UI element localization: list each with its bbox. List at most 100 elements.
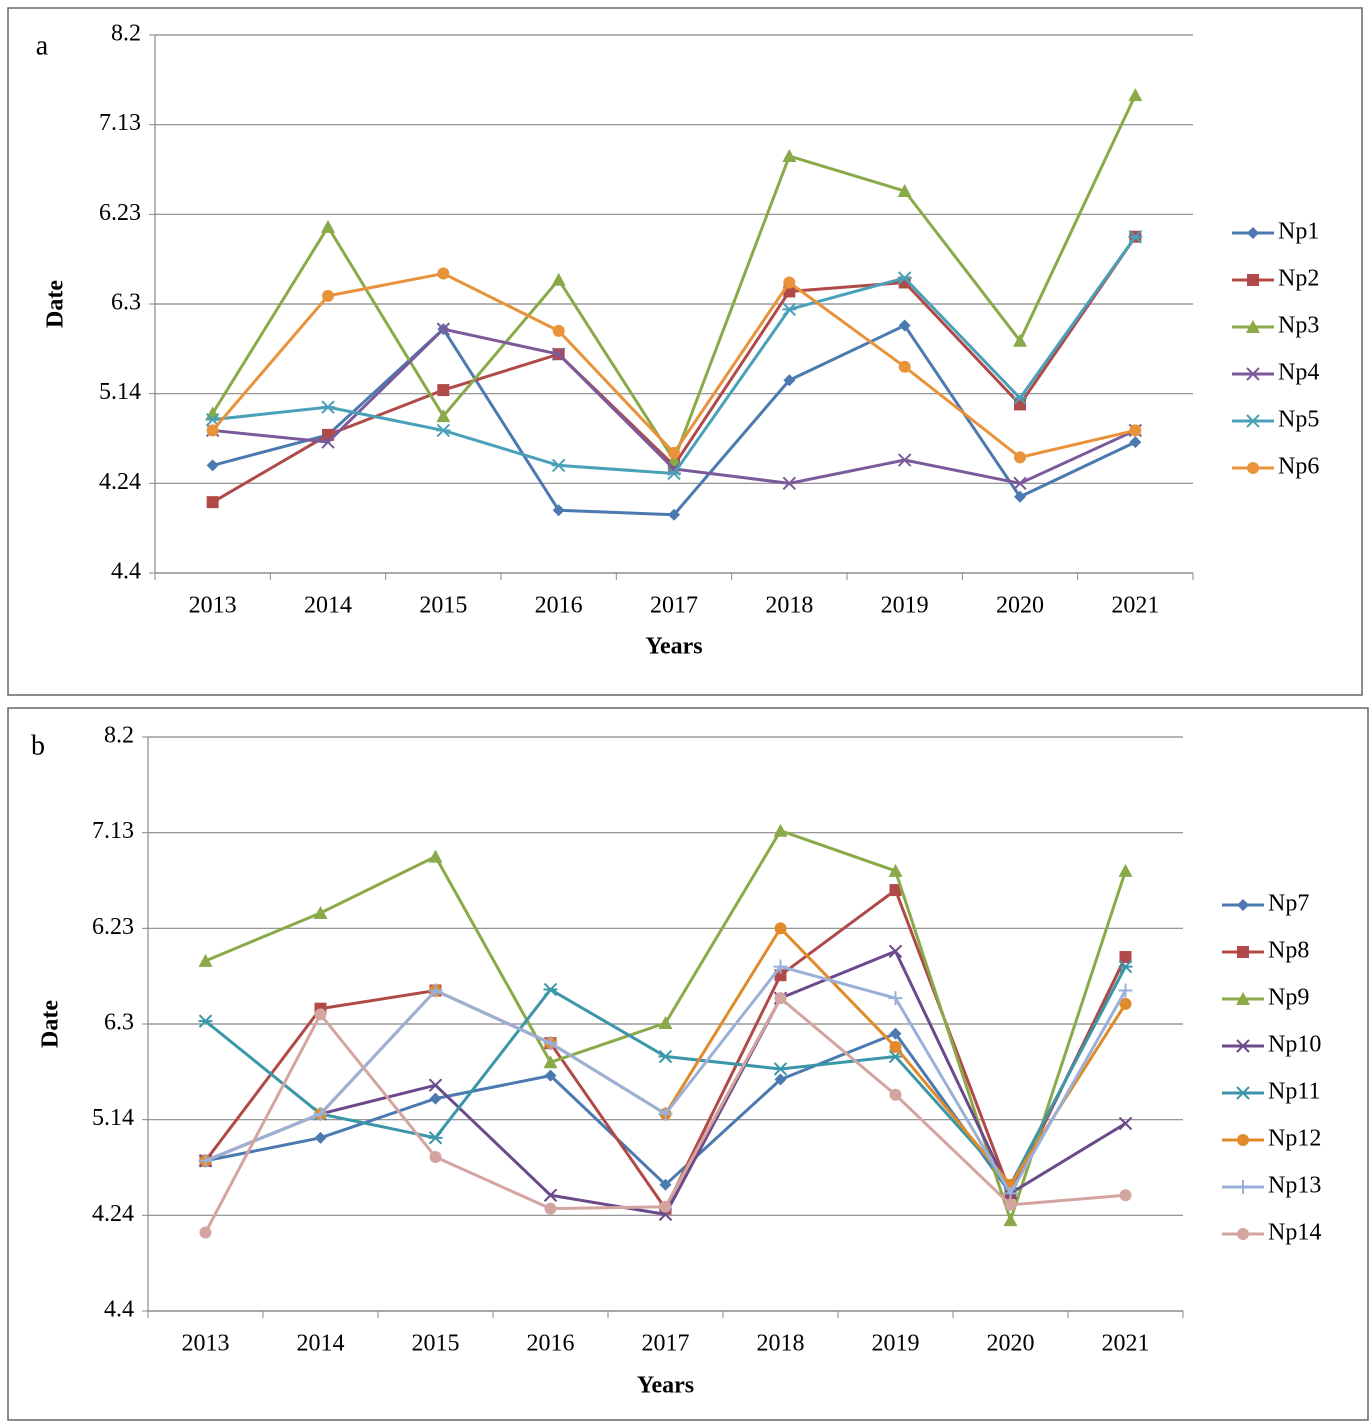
y-tick-label: 7.13 [99, 110, 141, 136]
marker [1119, 997, 1132, 1010]
marker [658, 1049, 673, 1064]
legend-marker [1237, 946, 1249, 958]
series-line [211, 271, 1136, 459]
marker [898, 319, 911, 332]
legend-label: Np2 [1278, 266, 1319, 292]
marker [659, 1178, 672, 1191]
legend-marker [1247, 227, 1259, 239]
marker [897, 184, 912, 198]
y-tick-label: 8.2 [104, 723, 134, 749]
x-tick-label: 2017 [642, 1331, 690, 1357]
legend-marker [1247, 274, 1259, 286]
x-tick-label: 2021 [1102, 1331, 1150, 1357]
marker [667, 466, 681, 481]
series-line [204, 949, 1127, 1217]
x-tick-label: 2018 [757, 1331, 805, 1357]
y-tick-label: 6.3 [104, 1010, 134, 1036]
legend-label: Np8 [1268, 938, 1309, 964]
marker [198, 953, 213, 967]
marker [898, 360, 911, 373]
y-tick-label: 5.14 [92, 1105, 134, 1131]
marker [1129, 436, 1142, 449]
panel-frame [7, 7, 1363, 696]
panel-label: b [31, 730, 45, 761]
marker [552, 324, 565, 337]
marker [1013, 476, 1027, 491]
marker [1119, 951, 1132, 964]
marker [773, 823, 788, 837]
legend-label: Np14 [1268, 1220, 1321, 1246]
marker [322, 289, 334, 302]
marker [1004, 1198, 1017, 1211]
legend-marker [1237, 1134, 1249, 1146]
legend-marker [1236, 1086, 1250, 1100]
x-tick-label: 2016 [527, 1331, 575, 1357]
marker [1118, 1116, 1133, 1131]
y-tick-label: 6.3 [111, 290, 141, 316]
legend-label: Np7 [1268, 891, 1309, 917]
marker [552, 504, 565, 517]
y-tick-label: 6.23 [92, 914, 134, 940]
marker [1128, 88, 1143, 102]
marker [321, 435, 335, 449]
marker [897, 453, 912, 467]
marker [889, 1027, 902, 1040]
panel-frame [7, 707, 1369, 1421]
legend-label: Np3 [1278, 313, 1319, 339]
x-tick-label: 2021 [1111, 593, 1159, 619]
marker [783, 374, 796, 387]
marker [436, 423, 451, 438]
legend-label: Np6 [1278, 454, 1319, 480]
marker [198, 1153, 213, 1168]
marker [1014, 490, 1026, 503]
y-tick-label: 4.4 [104, 1297, 134, 1323]
marker [888, 991, 903, 1006]
marker [543, 1188, 558, 1202]
x-tick-label: 2014 [304, 593, 352, 619]
marker [667, 453, 681, 467]
y-tick-label: 4.24 [99, 469, 141, 495]
marker [313, 1106, 328, 1121]
x-tick-label: 2019 [881, 593, 929, 619]
marker [429, 1150, 442, 1163]
marker [889, 884, 902, 897]
y-tick-label: 6.23 [99, 200, 141, 226]
legend-marker [1236, 992, 1250, 1005]
x-tick-label: 2014 [297, 1331, 345, 1357]
legend-marker [1246, 367, 1260, 381]
marker [198, 1014, 213, 1028]
marker [658, 1106, 673, 1121]
x-tick-label: 2016 [535, 593, 583, 619]
panel-label: a [36, 30, 49, 61]
marker [774, 1073, 787, 1086]
x-tick-label: 2018 [765, 593, 813, 619]
marker [1119, 1189, 1132, 1202]
marker [551, 458, 566, 473]
legend-label: Np1 [1278, 219, 1319, 245]
x-tick-label: 2013 [189, 593, 237, 619]
x-tick-label: 2020 [996, 593, 1044, 619]
legend-marker [1237, 1228, 1249, 1240]
legend-marker [1236, 1180, 1250, 1194]
legend-label: Np12 [1268, 1126, 1321, 1152]
marker [314, 1131, 327, 1144]
marker [1129, 424, 1142, 437]
marker [428, 983, 443, 998]
marker [1003, 1186, 1018, 1201]
legend-marker [1246, 320, 1260, 333]
axis-title: Years [645, 634, 702, 660]
marker [774, 922, 787, 935]
marker [437, 384, 450, 397]
x-tick-label: 2015 [419, 593, 467, 619]
legend-marker [1247, 462, 1259, 474]
legend-label: Np4 [1278, 360, 1319, 386]
marker [436, 322, 451, 336]
marker [429, 1092, 442, 1105]
marker [199, 1226, 212, 1239]
y-tick-label: 5.14 [99, 379, 141, 405]
marker [1013, 333, 1027, 347]
legend-marker [1236, 1039, 1250, 1053]
marker [1118, 983, 1133, 998]
marker [773, 959, 788, 974]
